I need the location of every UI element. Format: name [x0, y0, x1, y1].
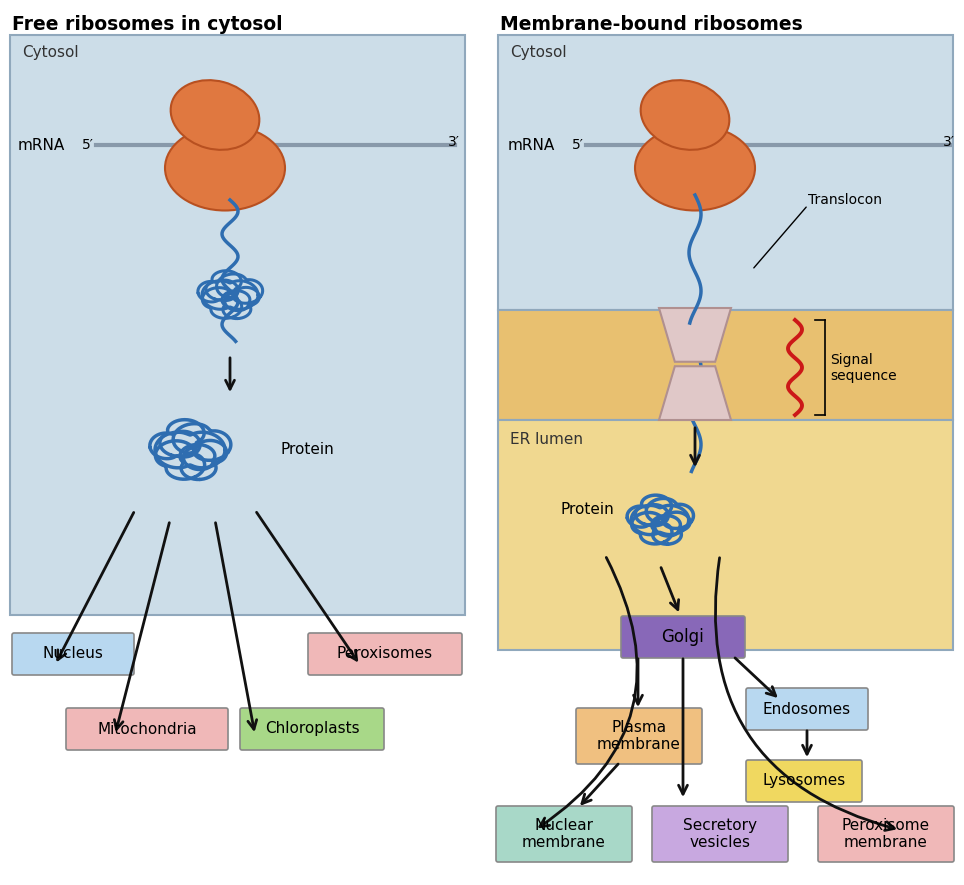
Text: Protein: Protein: [280, 442, 334, 458]
Polygon shape: [659, 366, 731, 420]
Bar: [498, 310, 953, 420]
FancyBboxPatch shape: [652, 806, 788, 862]
Text: Lysosomes: Lysosomes: [763, 773, 845, 789]
Text: Membrane-bound ribosomes: Membrane-bound ribosomes: [500, 15, 803, 34]
Ellipse shape: [635, 126, 755, 211]
Text: Secretory
vesicles: Secretory vesicles: [683, 818, 757, 850]
Bar: [498, 35, 953, 310]
Text: 5′: 5′: [572, 138, 584, 152]
FancyBboxPatch shape: [746, 688, 868, 730]
Polygon shape: [659, 308, 731, 362]
FancyBboxPatch shape: [308, 633, 462, 675]
Text: Chloroplasts: Chloroplasts: [265, 721, 360, 736]
Text: mRNA: mRNA: [18, 137, 66, 152]
Text: Cytosol: Cytosol: [510, 45, 567, 60]
FancyBboxPatch shape: [240, 708, 384, 750]
Text: ER lumen: ER lumen: [510, 432, 583, 447]
Text: Translocon: Translocon: [808, 193, 882, 207]
Text: Endosomes: Endosomes: [763, 702, 851, 717]
FancyBboxPatch shape: [621, 616, 745, 658]
Text: Nucleus: Nucleus: [42, 647, 103, 661]
Bar: [498, 420, 953, 650]
FancyBboxPatch shape: [576, 708, 702, 764]
Text: Mitochondria: Mitochondria: [97, 721, 197, 736]
Bar: [10, 35, 465, 615]
Ellipse shape: [171, 81, 259, 150]
Text: Peroxisomes: Peroxisomes: [337, 647, 433, 661]
Text: 5′: 5′: [82, 138, 94, 152]
Text: Peroxisome
membrane: Peroxisome membrane: [842, 818, 930, 850]
Text: Signal
sequence: Signal sequence: [830, 353, 897, 383]
Text: Nuclear
membrane: Nuclear membrane: [522, 818, 606, 850]
Text: mRNA: mRNA: [508, 137, 555, 152]
Text: Cytosol: Cytosol: [22, 45, 79, 60]
FancyBboxPatch shape: [746, 760, 862, 802]
Ellipse shape: [641, 81, 730, 150]
FancyBboxPatch shape: [818, 806, 954, 862]
FancyBboxPatch shape: [66, 708, 228, 750]
FancyBboxPatch shape: [12, 633, 134, 675]
Text: Golgi: Golgi: [661, 628, 705, 646]
Text: Protein: Protein: [560, 503, 614, 518]
Ellipse shape: [165, 126, 285, 211]
Text: Plasma
membrane: Plasma membrane: [597, 720, 681, 752]
Text: Free ribosomes in cytosol: Free ribosomes in cytosol: [12, 15, 282, 34]
FancyBboxPatch shape: [496, 806, 632, 862]
Text: 3′: 3′: [448, 135, 460, 149]
Text: 3′: 3′: [943, 135, 955, 149]
